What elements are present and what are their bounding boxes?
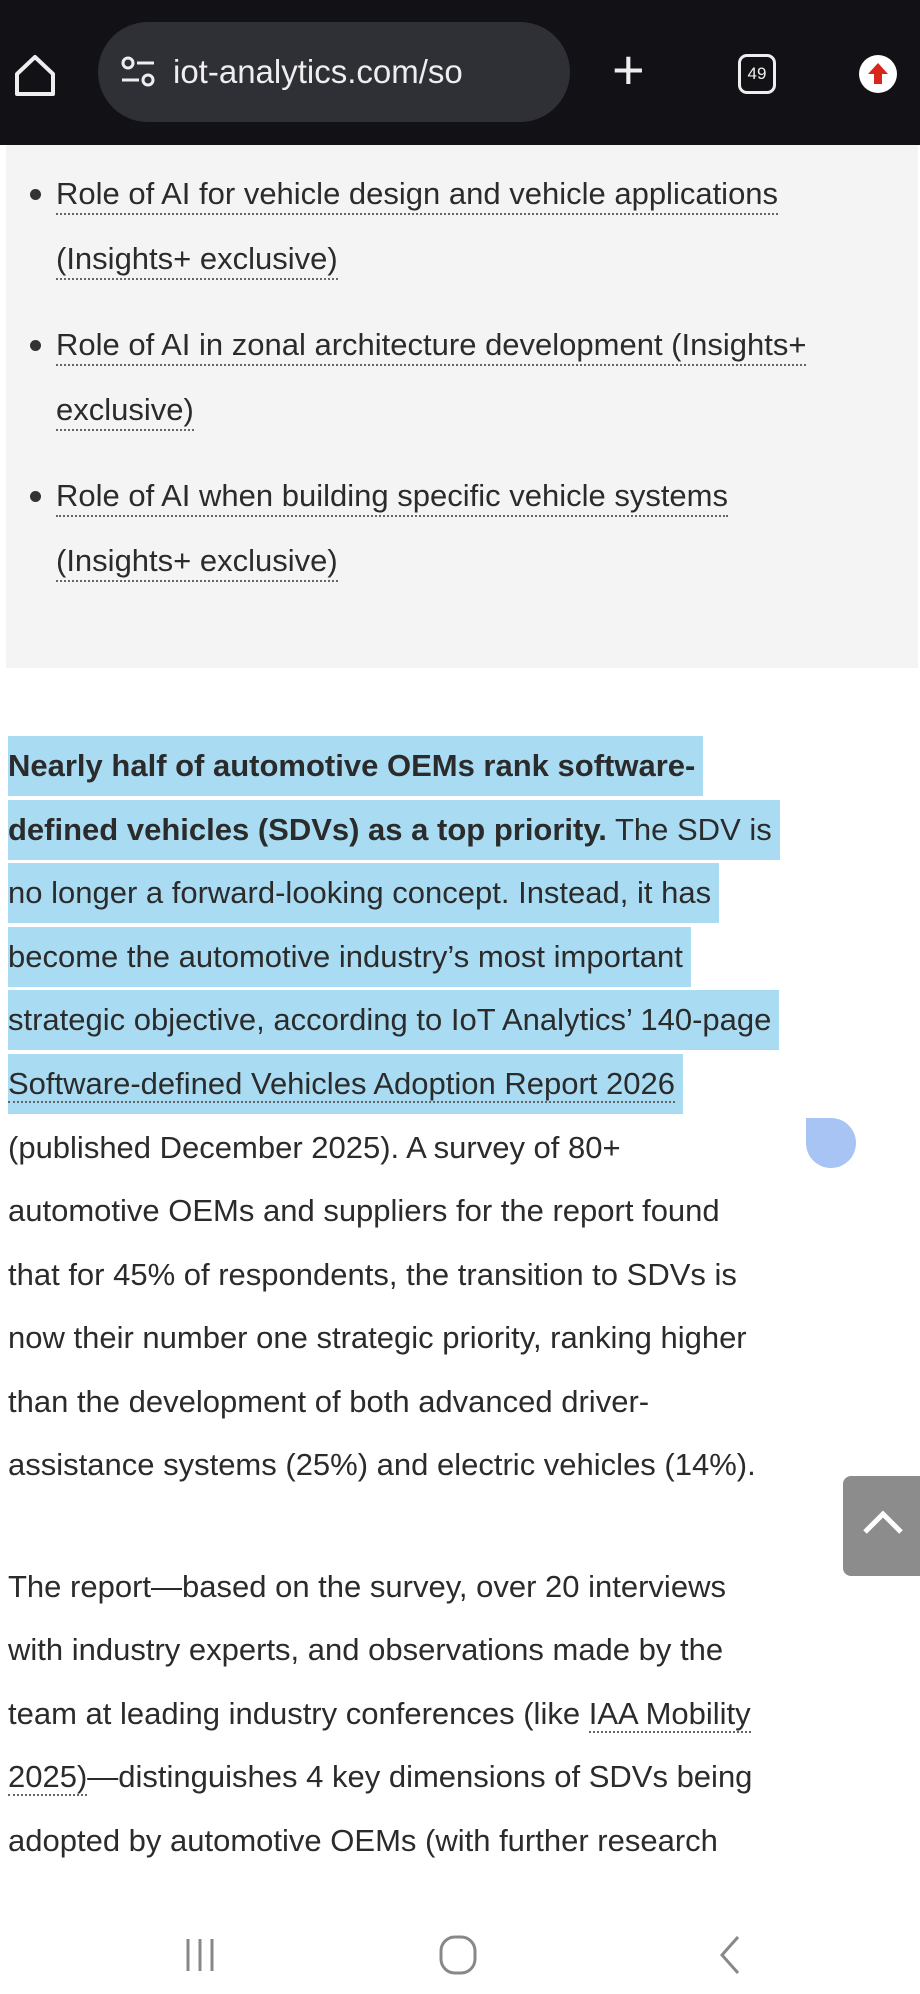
text: —distinguishes 4 key dimensions of SDVs … [87,1759,753,1794]
paragraph-line: The report—based on the survey, over 20 … [8,1569,726,1604]
update-arrow-icon[interactable] [859,55,897,93]
paragraph-line: than the development of both advanced dr… [8,1384,650,1419]
scroll-to-top-button[interactable] [843,1476,920,1576]
paragraph-line: Software-defined Vehicles Adoption Repor… [8,1054,683,1114]
home-icon[interactable] [12,52,58,98]
home-nav-icon[interactable] [428,1925,488,1985]
toc-link[interactable]: Role of AI when building specific vehicl… [56,463,728,528]
toc-link[interactable]: Role of AI in zonal architecture develop… [56,312,807,377]
selection-handle[interactable] [806,1118,856,1168]
recent-apps-icon[interactable] [170,1925,230,1985]
back-icon[interactable] [700,1925,760,1985]
paragraph-line: now their number one strategic priority,… [8,1320,747,1355]
paragraph-line: Nearly half of automotive OEMs rank soft… [8,736,704,796]
bullet-icon [30,340,41,351]
iaa-mobility-link[interactable]: 2025) [8,1759,88,1796]
bold-lead: Nearly half of automotive OEMs rank soft… [8,748,696,783]
paragraph-line: automotive OEMs and suppliers for the re… [8,1193,720,1228]
paragraph-line: adopted by automotive OEMs (with further… [8,1823,718,1858]
paragraph-line: defined vehicles (SDVs) as a top priorit… [8,800,780,860]
site-settings-icon[interactable] [120,56,156,88]
url-text: iot-analytics.com/so [173,53,463,90]
paragraph-line: team at leading industry conferences (li… [8,1684,751,1744]
tab-count-button[interactable]: 49 [738,54,776,94]
report-link[interactable]: Software-defined Vehicles Adoption Repor… [8,1066,675,1103]
paragraph-line: 2025)—distinguishes 4 key dimensions of … [8,1747,752,1807]
paragraph-line: that for 45% of respondents, the transit… [8,1257,737,1292]
iaa-mobility-link[interactable]: IAA Mobility [588,1696,751,1733]
text: team at leading industry conferences (li… [8,1696,589,1731]
chevron-up-icon [863,1510,903,1534]
text: The SDV is [606,812,772,847]
paragraph-line: strategic objective, according to IoT An… [8,990,780,1050]
address-bar[interactable]: iot-analytics.com/so [98,22,570,122]
bullet-icon [30,189,41,200]
browser-toolbar: iot-analytics.com/so + 49 [0,0,920,145]
paragraph-line: (published December 2025). A survey of 8… [8,1130,621,1165]
paragraph-line: with industry experts, and observations … [8,1632,724,1667]
paragraph-line: assistance systems (25%) and electric ve… [8,1447,756,1482]
bullet-icon [30,491,41,502]
toc-link[interactable]: exclusive) [56,377,194,442]
paragraph-line: no longer a forward-looking concept. Ins… [8,863,720,923]
toc-link[interactable]: (Insights+ exclusive) [56,226,338,291]
toc-link[interactable]: (Insights+ exclusive) [56,528,338,593]
new-tab-button[interactable]: + [612,38,645,101]
bold-lead: defined vehicles (SDVs) as a top priorit… [8,812,607,847]
table-of-contents-box [6,145,918,668]
paragraph-line: become the automotive industry’s most im… [8,927,691,987]
toc-link[interactable]: Role of AI for vehicle design and vehicl… [56,161,779,226]
